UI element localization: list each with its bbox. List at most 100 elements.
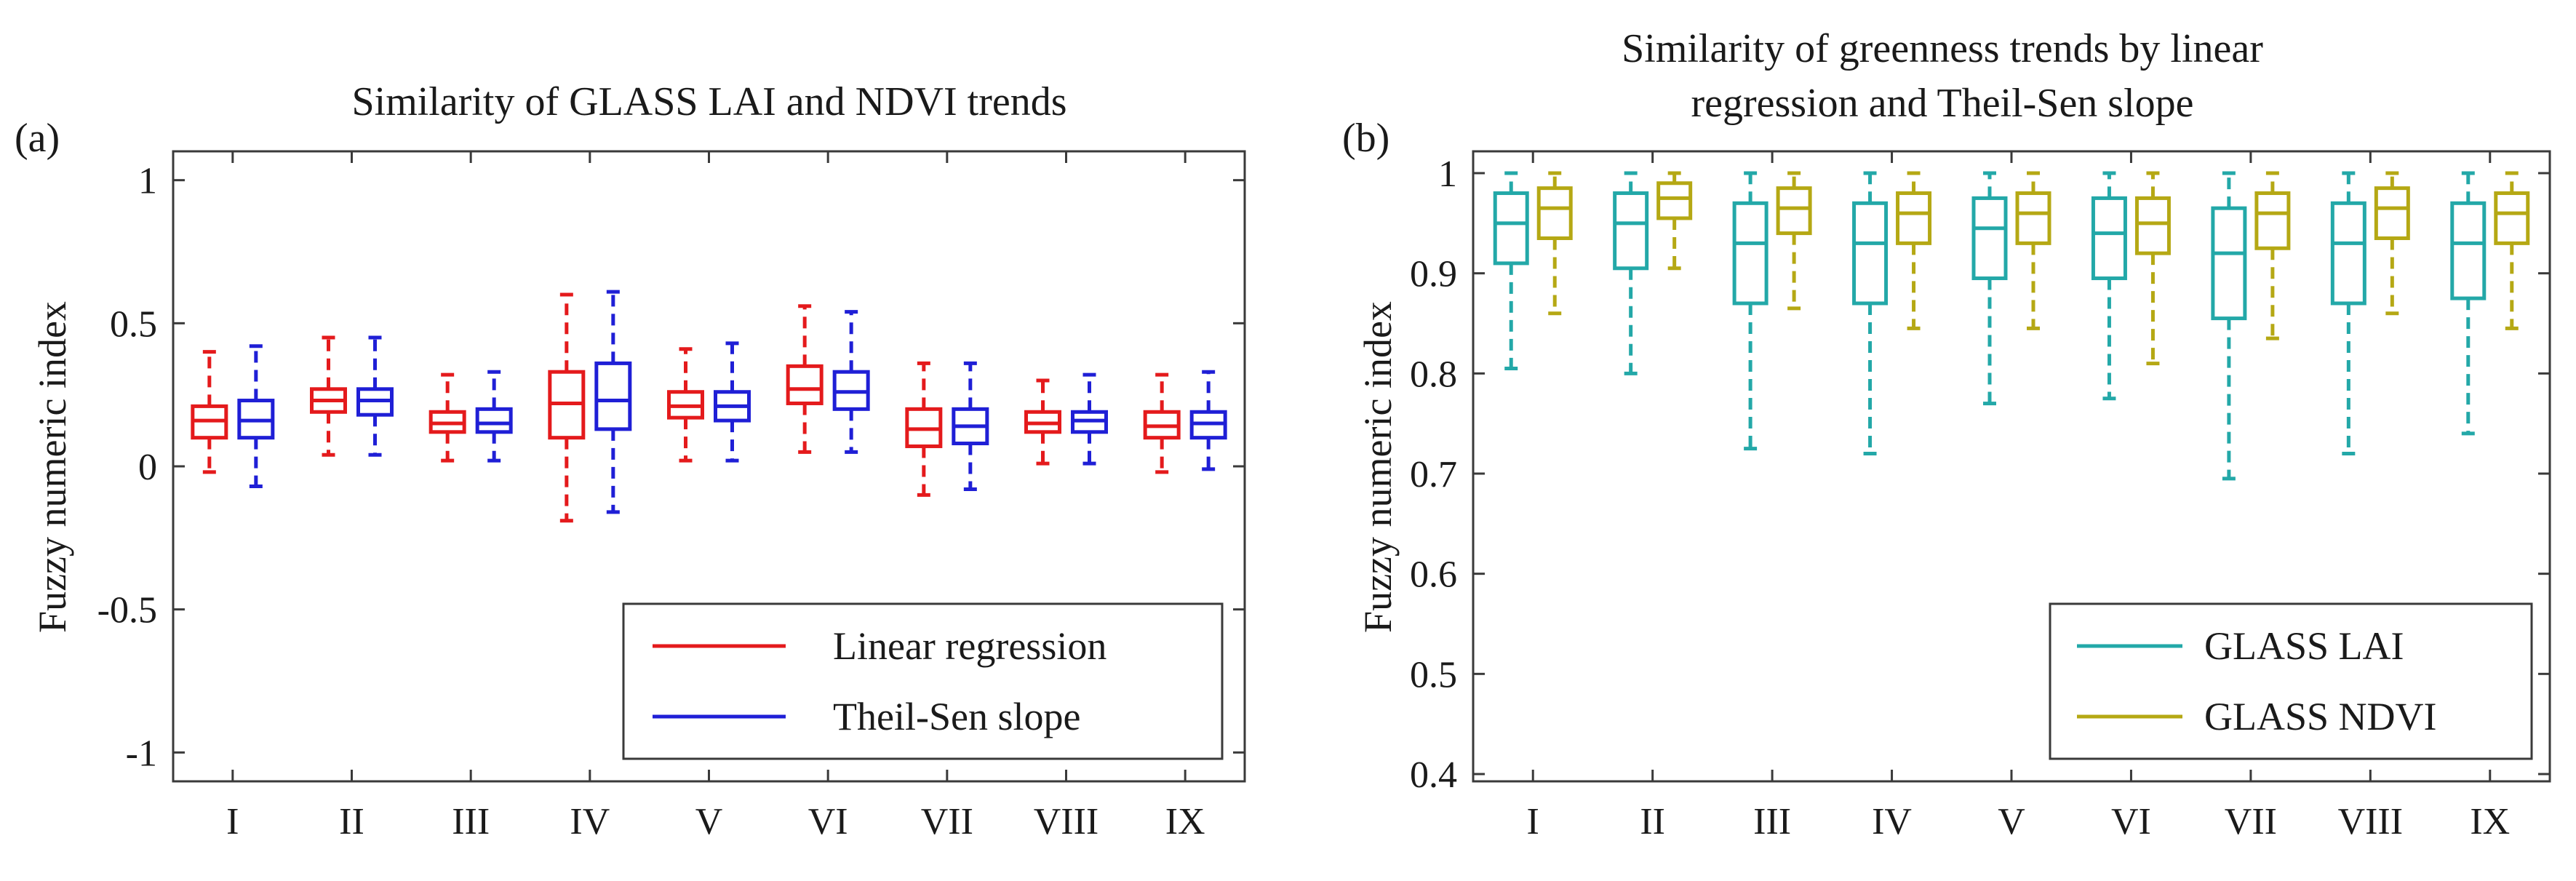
panel-b-title-line-2: regression and Theil-Sen slope (1691, 81, 2193, 126)
panel-b-ytick-label: 0.5 (1410, 654, 1457, 695)
box-glass-lai-iii (1732, 171, 1768, 451)
box-iqr (594, 361, 632, 431)
box-theil-sen-slope-iii (475, 370, 513, 463)
panel-b-xtick-label-i: I (1527, 801, 1539, 842)
panel-a-title: Similarity of GLASS LAI and NDVI trends (351, 79, 1066, 124)
panel-b-ytick-label: 1 (1438, 154, 1457, 195)
panel-a-ytick-label: 0 (138, 447, 157, 488)
box-iqr (2254, 191, 2291, 250)
legend-label-linear-regression: Linear regression (833, 624, 1106, 668)
box-iqr (1493, 191, 1529, 266)
box-linear-regression-iv (548, 292, 586, 523)
box-glass-ndvi-iii (1776, 171, 1812, 311)
box-linear-regression-viii (1024, 378, 1061, 466)
panel-a-ytick-label: -1 (126, 733, 157, 774)
panel-b-xtick-label-vi: VI (2111, 801, 2151, 842)
box-glass-ndvi-v (2015, 171, 2051, 330)
panel-a-legend: Linear regression Theil-Sen slope (622, 602, 1224, 760)
panel-a-xtick-label-vii: VII (921, 801, 973, 842)
box-iqr (2015, 191, 2051, 245)
panel-b-y-axis-label: Fuzzy numeric index (1356, 301, 1400, 633)
box-glass-lai-i (1493, 171, 1529, 370)
box-iqr (2450, 201, 2487, 300)
panel-a-legend-box (622, 602, 1224, 760)
box-linear-regression-iii (428, 372, 466, 463)
box-iqr (2134, 196, 2171, 255)
box-glass-ndvi-viii (2374, 171, 2410, 316)
panel-a-ytick-label: 1 (138, 161, 157, 202)
box-iqr (1776, 186, 1812, 236)
box-iqr (1971, 196, 2008, 281)
panel-a-xtick-label-ii: II (339, 801, 364, 842)
panel-b-xtick-label-viii: VIII (2338, 801, 2404, 842)
box-iqr (1852, 201, 1889, 306)
panel-a-xtick-label-iii: III (452, 801, 490, 842)
box-iqr (2091, 196, 2127, 281)
panel-a-xtick-label-vi: VI (808, 801, 848, 842)
panel-a-label: (a) (15, 116, 60, 161)
box-iqr (2374, 186, 2410, 240)
box-theil-sen-slope-v (714, 341, 751, 463)
panel-b-ticks: 10.90.80.70.60.50.4I II III IV V VI VII VIII IX (1410, 151, 2550, 842)
legend-label-theil-sen-slope: Theil-Sen slope (833, 695, 1080, 738)
box-theil-sen-slope-ix (1189, 370, 1227, 471)
legend-label-glass-ndvi: GLASS NDVI (2204, 695, 2437, 738)
panel-a-xtick-label-i: I (226, 801, 239, 842)
panel-b-legend-box (2049, 602, 2533, 760)
panel-a-xtick-label-viii: VIII (1034, 801, 1099, 842)
panel-b-legend: GLASS LAI GLASS NDVI (2049, 602, 2533, 760)
panel-b-xtick-label-ix: IX (2470, 801, 2510, 842)
box-iqr (1732, 201, 1768, 306)
panel-b-xtick-label-ii: II (1640, 801, 1665, 842)
panel-b-boxes (1493, 171, 2530, 481)
box-linear-regression-v (667, 347, 704, 463)
box-linear-regression-ix (1143, 372, 1181, 474)
box-theil-sen-slope-iv (594, 290, 632, 514)
box-glass-ndvi-vii (2254, 171, 2291, 340)
panel-b-ytick-label: 0.6 (1410, 554, 1457, 596)
box-theil-sen-slope-i (237, 344, 275, 489)
box-iqr (2330, 201, 2366, 306)
panel-a-xtick-label-iv: IV (570, 801, 610, 842)
box-glass-lai-ii (1613, 171, 1649, 375)
panel-b-title-line-1: Similarity of greenness trends by linear (1622, 26, 2263, 71)
panel-b-xtick-label-vii: VII (2225, 801, 2277, 842)
panel-a-ytick-label: 0.5 (110, 303, 157, 345)
box-glass-lai-ix (2450, 171, 2487, 436)
box-iqr (1656, 181, 1693, 220)
box-iqr (2211, 206, 2247, 321)
box-iqr (1536, 186, 1573, 240)
box-glass-ndvi-iv (1896, 171, 1932, 330)
box-glass-ndvi-ix (2494, 171, 2530, 330)
box-theil-sen-slope-vii (952, 361, 989, 491)
panel-b-xtick-label-iii: III (1753, 801, 1791, 842)
panel-b-ytick-label: 0.9 (1410, 254, 1457, 295)
panel-b-xtick-label-v: V (1998, 801, 2025, 842)
box-linear-regression-ii (310, 335, 347, 457)
panel-b: (b) Similarity of greenness trends by li… (1342, 26, 2551, 842)
panel-b-ytick-label: 0.7 (1410, 454, 1457, 495)
box-iqr (2494, 191, 2530, 245)
box-iqr (1613, 191, 1649, 271)
panel-a-ytick-label: -0.5 (97, 590, 157, 631)
box-iqr (475, 407, 513, 434)
box-glass-ndvi-i (1536, 171, 1573, 316)
legend-label-glass-lai: GLASS LAI (2204, 624, 2404, 668)
box-glass-lai-vi (2091, 171, 2127, 401)
box-linear-regression-vii (905, 361, 943, 497)
box-linear-regression-i (191, 350, 228, 474)
panel-b-xtick-label-iv: IV (1872, 801, 1912, 842)
box-glass-ndvi-vi (2134, 171, 2171, 366)
panel-a: (a) Similarity of GLASS LAI and NDVI tre… (15, 79, 1246, 842)
panel-a-ticks: 10.50-0.5-1I II III IV V VI VII VIII IX (97, 151, 1245, 842)
box-theil-sen-slope-ii (356, 335, 394, 457)
panel-a-xtick-label-v: V (695, 801, 723, 842)
box-theil-sen-slope-viii (1071, 372, 1108, 466)
box-linear-regression-vi (786, 304, 824, 454)
panel-b-ytick-label: 0.8 (1410, 354, 1457, 395)
box-iqr (1896, 191, 1932, 245)
box-glass-lai-vii (2211, 171, 2247, 481)
box-glass-lai-iv (1852, 171, 1889, 455)
panel-b-label: (b) (1342, 116, 1389, 161)
